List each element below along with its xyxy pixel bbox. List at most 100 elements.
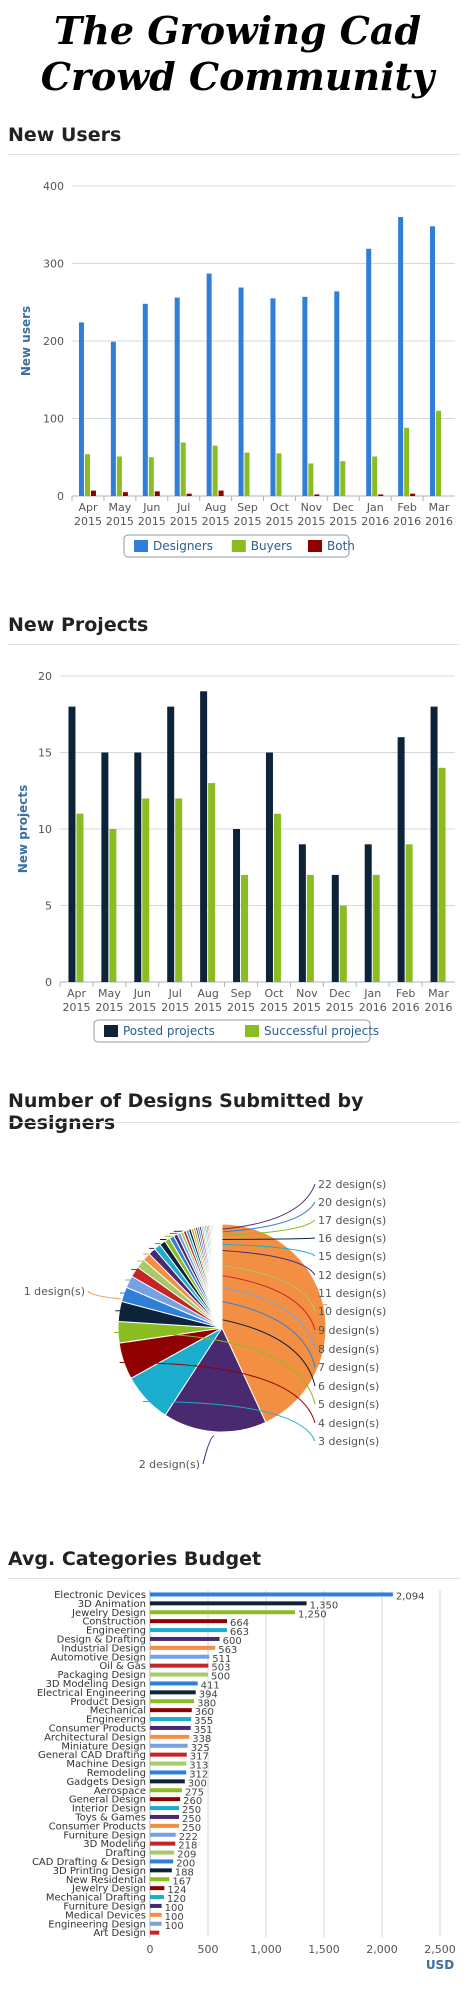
x-tick-label: Jan — [363, 987, 381, 1000]
x-tick-label: Jul — [176, 501, 190, 514]
y-tick-label: 10 — [38, 823, 52, 836]
x-tick-label: 2015 — [227, 1001, 255, 1014]
bar-designers — [206, 273, 212, 496]
budget-bar — [150, 1886, 165, 1891]
bar-posted-projects — [167, 706, 175, 982]
bar-successful-projects — [109, 829, 117, 982]
x-tick-label: Aug — [205, 501, 226, 514]
x-tick-label: 2015 — [170, 515, 198, 528]
category-label: Jewelry Design — [71, 1608, 146, 1619]
bar-posted-projects — [364, 844, 372, 982]
budget-bar — [150, 1814, 179, 1819]
category-label: Product Design — [70, 1697, 146, 1708]
category-label: Interior Design — [72, 1804, 146, 1815]
pie-label: 20 design(s) — [318, 1196, 386, 1209]
x-tick-label: Aug — [197, 987, 218, 1000]
x-tick-label: 2016 — [425, 1001, 453, 1014]
category-label: Design & Drafting — [57, 1634, 146, 1645]
bar-posted-projects — [265, 752, 273, 982]
x-tick-label: 2016 — [392, 1001, 420, 1014]
pie-label: 12 design(s) — [318, 1269, 386, 1282]
legend-label: Posted projects — [123, 1024, 215, 1038]
value-label: 600 — [223, 1636, 242, 1647]
pie-label: 7 design(s) — [318, 1361, 379, 1374]
y-tick-label: 200 — [43, 335, 64, 348]
category-label: Gadgets Design — [66, 1777, 146, 1788]
value-label: 300 — [188, 1778, 207, 1789]
x-tick-label: Sep — [237, 501, 258, 514]
y-tick-label: 0 — [57, 490, 64, 503]
y-tick-label: 400 — [43, 180, 64, 193]
bar-buyers — [148, 457, 154, 496]
x-tick-label: Oct — [264, 987, 284, 1000]
y-tick-label: 100 — [43, 413, 64, 426]
legend-label: Buyers — [251, 539, 293, 553]
bar-designers — [270, 298, 276, 496]
budget-bar — [150, 1752, 187, 1757]
bar-both — [410, 493, 416, 496]
category-label: Electronic Devices — [54, 1590, 146, 1601]
x-axis-label: USD — [426, 1958, 454, 1972]
pie-connector — [173, 1183, 316, 1232]
value-label: 188 — [175, 1867, 194, 1878]
bar-buyers — [116, 456, 122, 496]
category-label: General Design — [69, 1795, 146, 1806]
bar-designers — [398, 217, 404, 496]
pie-label: 11 design(s) — [318, 1287, 386, 1300]
x-tick-label: 2015 — [265, 515, 293, 528]
bar-buyers — [212, 445, 218, 496]
bar-successful-projects — [142, 798, 150, 982]
x-tick-label: May — [98, 987, 121, 1000]
x-tick-label: 500 — [198, 1943, 219, 1956]
x-tick-label: 2016 — [361, 515, 389, 528]
category-label: Mechanical — [90, 1706, 146, 1717]
budget-bar — [150, 1823, 179, 1828]
y-tick-label: 5 — [45, 900, 52, 913]
category-label: Consumer Products — [49, 1821, 146, 1832]
x-tick-label: 2016 — [425, 515, 453, 528]
budget-bar — [150, 1628, 227, 1633]
bar-designers — [78, 322, 84, 496]
category-label: Oil & Gas — [99, 1661, 146, 1672]
bar-both — [314, 494, 320, 496]
legend-swatch — [231, 540, 246, 552]
value-label: 120 — [167, 1894, 186, 1905]
value-label: 1,250 — [298, 1609, 327, 1620]
x-tick-label: 2015 — [326, 1001, 354, 1014]
bar-successful-projects — [438, 767, 446, 982]
pie-label: 3 design(s) — [318, 1435, 379, 1448]
x-tick-label: Nov — [296, 987, 318, 1000]
value-label: 167 — [172, 1876, 191, 1887]
pie-label: 10 design(s) — [318, 1305, 386, 1318]
budget-bar — [150, 1681, 198, 1686]
value-label: 2,094 — [396, 1591, 425, 1602]
bar-both — [122, 492, 128, 496]
category-label: Architectural Design — [44, 1732, 146, 1743]
section-divider — [8, 1578, 460, 1579]
x-tick-label: 2015 — [138, 515, 166, 528]
budget-bar — [150, 1806, 179, 1811]
category-label: CAD Drafting & Design — [32, 1857, 146, 1868]
x-tick-label: Dec — [329, 987, 350, 1000]
x-tick-label: Oct — [270, 501, 290, 514]
value-label: 200 — [176, 1858, 195, 1869]
x-tick-label: Feb — [396, 987, 415, 1000]
bar-successful-projects — [405, 844, 413, 982]
category-label: Furniture Design — [63, 1901, 146, 1912]
value-label: 355 — [194, 1716, 213, 1727]
category-label: 3D Animation — [78, 1599, 146, 1610]
budget-bar — [150, 1636, 220, 1641]
value-label: 360 — [195, 1707, 214, 1718]
x-tick-label: 2015 — [128, 1001, 156, 1014]
bar-buyers — [308, 463, 314, 496]
y-tick-label: 15 — [38, 747, 52, 760]
budget-section-title: Avg. Categories Budget — [8, 1548, 262, 1570]
bar-successful-projects — [273, 813, 281, 982]
budget-bar-chart: 0 500 1,000 1,500 2,000 2,500 USD Electronic De… — [32, 1590, 456, 1972]
x-tick-label: Mar — [429, 501, 450, 514]
x-tick-label: 0 — [147, 1943, 154, 1956]
bar-designers — [110, 341, 116, 496]
section-divider — [8, 1122, 460, 1123]
category-label: 3D Printing Design — [53, 1866, 146, 1877]
